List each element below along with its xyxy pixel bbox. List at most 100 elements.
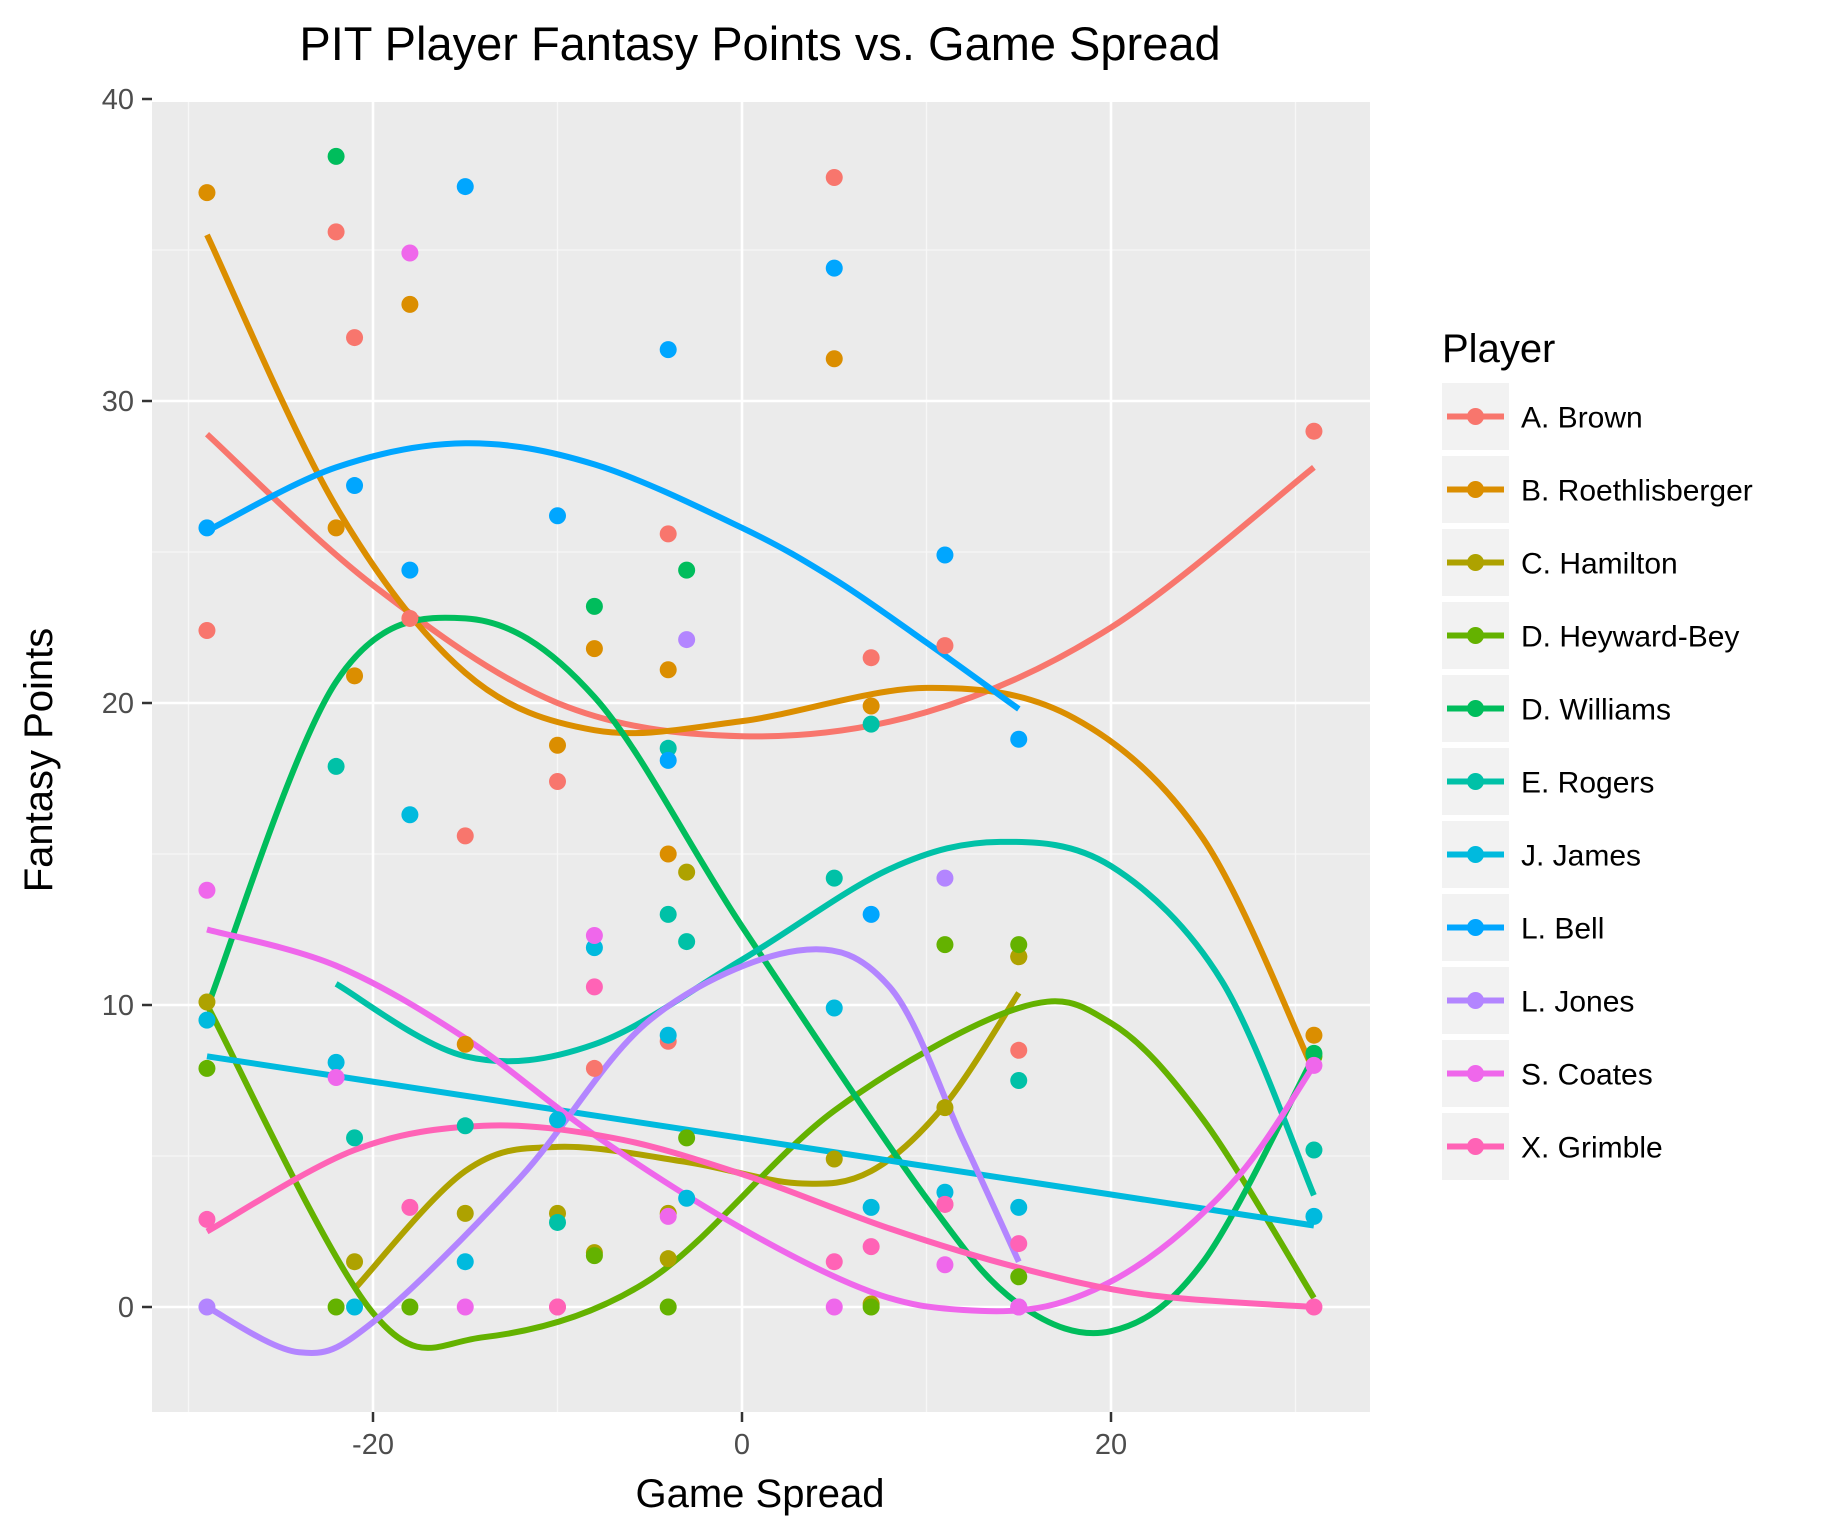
data-point-d-heyward-bey (198, 1059, 216, 1077)
data-point-c-hamilton (659, 1250, 677, 1268)
y-tick-label: 30 (102, 386, 134, 418)
data-point-b-roethlisberger (346, 667, 364, 685)
data-point-e-rogers (659, 739, 677, 757)
data-point-b-roethlisberger (456, 1035, 474, 1053)
data-point-e-rogers (549, 1213, 566, 1231)
data-point-c-hamilton (825, 1150, 843, 1168)
legend-item-l-jones: L. Jones (1442, 967, 1634, 1034)
data-point-e-rogers (346, 1129, 364, 1147)
data-point-e-rogers (327, 757, 345, 775)
data-point-l-bell (346, 477, 364, 495)
y-tick-label: 0 (118, 1292, 134, 1324)
data-point-b-roethlisberger (198, 184, 216, 202)
data-point-l-bell (198, 519, 216, 537)
data-point-d-heyward-bey (659, 1298, 677, 1316)
legend-item-d-heyward-bey: D. Heyward-Bey (1442, 602, 1739, 669)
data-point-b-roethlisberger (862, 697, 880, 715)
data-point-x-grimble (936, 1195, 954, 1213)
smooth-curve-j-james (206, 1053, 1315, 1229)
data-point-b-roethlisberger (401, 295, 419, 313)
data-point-c-hamilton (678, 863, 696, 881)
data-point-d-williams (1305, 1044, 1323, 1062)
data-point-l-jones (678, 631, 696, 649)
data-point-j-james (198, 1011, 216, 1029)
data-point-a-brown (1010, 1041, 1028, 1059)
legend-label-j-james: J. James (1521, 840, 1641, 873)
data-point-c-hamilton (1010, 948, 1028, 966)
legend-label-s-coates: S. Coates (1521, 1059, 1653, 1092)
x-tick-label: -20 (352, 1429, 394, 1461)
legend-title: Player (1442, 327, 1555, 371)
data-point-s-coates (456, 1298, 474, 1316)
data-point-d-heyward-bey (936, 936, 954, 954)
data-point-b-roethlisberger (585, 640, 603, 658)
data-point-j-james (678, 1189, 696, 1207)
data-point-x-grimble (825, 1253, 843, 1271)
legend-key-point (1467, 408, 1484, 425)
legend-item-b-roethlisberger: B. Roethlisberger (1442, 456, 1753, 523)
legend-key-point (1467, 554, 1484, 571)
data-point-d-heyward-bey (401, 1298, 419, 1316)
legend-item-s-coates: S. Coates (1442, 1040, 1653, 1107)
legend-key-point (1467, 481, 1484, 498)
x-tick-label: 0 (734, 1429, 750, 1461)
x-axis-title: Game Spread (635, 1472, 884, 1516)
data-point-a-brown (585, 1059, 603, 1077)
data-point-d-williams (327, 147, 345, 165)
data-point-d-heyward-bey (862, 1298, 880, 1316)
data-point-a-brown (1305, 422, 1323, 440)
data-point-e-rogers (1305, 1141, 1323, 1159)
data-point-l-bell (825, 259, 843, 277)
data-point-l-bell (549, 507, 566, 525)
data-point-a-brown (549, 773, 566, 791)
data-point-l-bell (862, 905, 880, 923)
smooth-curve-l-jones (205, 946, 1022, 1356)
data-point-j-james (862, 1198, 880, 1216)
smooth-curve-x-grimble (205, 1122, 1315, 1310)
data-point-j-james (825, 999, 843, 1017)
data-point-j-james (346, 1298, 364, 1316)
data-point-e-rogers (862, 715, 880, 733)
legend-item-e-rogers: E. Rogers (1442, 748, 1654, 815)
data-point-a-brown (456, 827, 474, 845)
data-point-s-coates (585, 927, 603, 945)
legend-key-point (1467, 773, 1484, 790)
data-point-s-coates (936, 1256, 954, 1274)
legend-label-l-jones: L. Jones (1521, 986, 1634, 1019)
data-point-s-coates (401, 244, 419, 262)
legend-key-point (1467, 1065, 1484, 1082)
data-point-b-roethlisberger (1305, 1026, 1323, 1044)
legend-label-x-grimble: X. Grimble (1521, 1132, 1663, 1165)
data-point-b-roethlisberger (659, 845, 677, 863)
legend-item-j-james: J. James (1442, 821, 1641, 888)
data-point-b-roethlisberger (549, 736, 566, 754)
smooth-curve-b-roethlisberger (204, 233, 1317, 1073)
legend-item-x-grimble: X. Grimble (1442, 1113, 1663, 1180)
data-point-a-brown (198, 622, 216, 640)
point-layer (198, 147, 1323, 1316)
data-point-e-rogers (825, 869, 843, 887)
data-point-x-grimble (549, 1298, 566, 1316)
data-point-j-james (1010, 1198, 1028, 1216)
legend-item-a-brown: A. Brown (1442, 383, 1643, 450)
y-axis-title: Fantasy Points (17, 628, 61, 893)
smooth-curve-a-brown (204, 431, 1316, 740)
plot-panel (152, 102, 1370, 1412)
data-point-j-james (327, 1053, 345, 1071)
legend-label-c-hamilton: C. Hamilton (1521, 548, 1678, 581)
axis-layer: -20 0 20 0 10 20 30 40 (102, 84, 1127, 1461)
data-point-x-grimble (585, 978, 603, 996)
y-tick-label: 40 (102, 84, 134, 116)
legend-label-a-brown: A. Brown (1521, 402, 1643, 435)
data-point-j-james (456, 1253, 474, 1271)
data-point-c-hamilton (346, 1253, 364, 1271)
data-point-l-jones (198, 1298, 216, 1316)
data-point-d-heyward-bey (585, 1247, 603, 1265)
data-point-l-bell (659, 341, 677, 359)
data-point-s-coates (825, 1298, 843, 1316)
data-point-d-heyward-bey (678, 1129, 696, 1147)
data-point-c-hamilton (198, 993, 216, 1011)
data-point-j-james (936, 1183, 954, 1201)
smooth-curve-l-bell (205, 440, 1021, 712)
data-point-e-rogers (659, 905, 677, 923)
